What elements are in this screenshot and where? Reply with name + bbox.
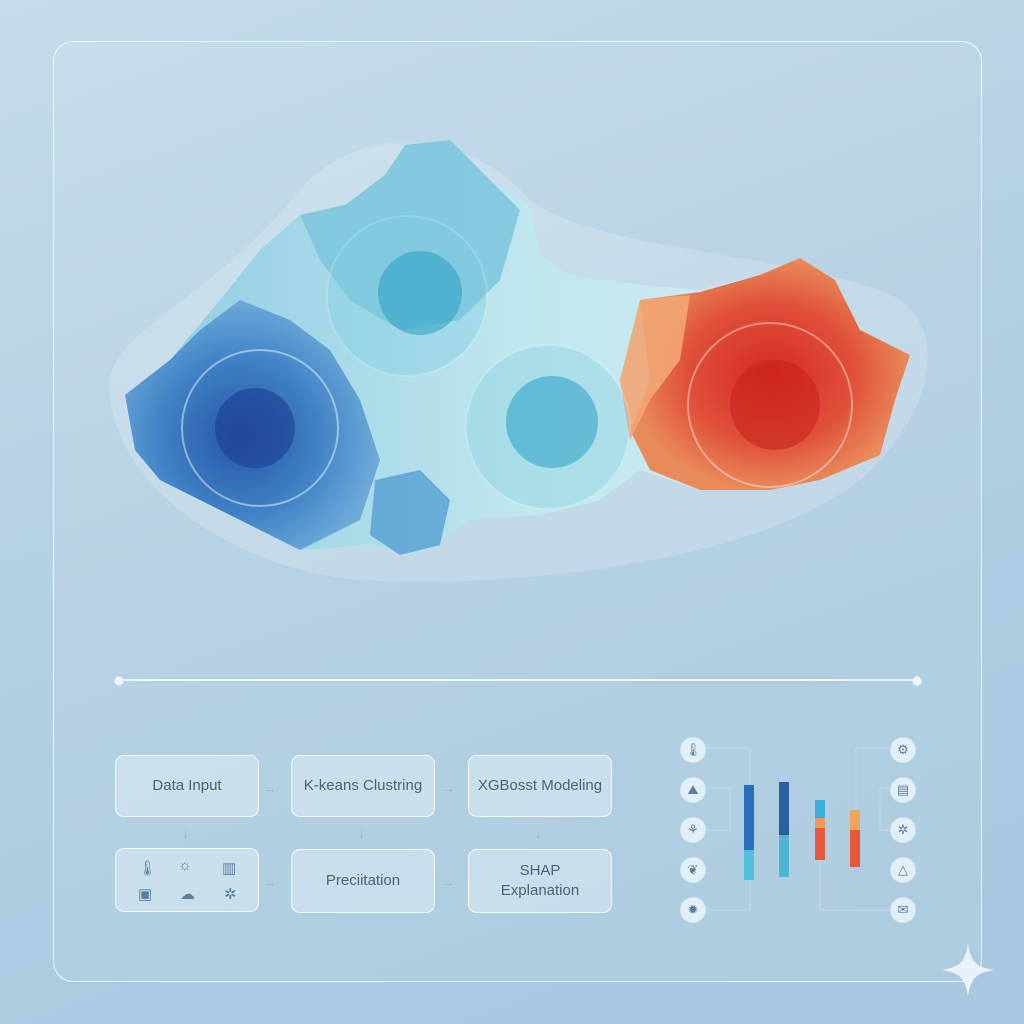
document-icon: ▤ — [890, 777, 916, 803]
data-input-box: Data Input — [115, 755, 259, 817]
xgboost-label: XGBosst Modeling — [477, 777, 603, 794]
shap-bar-2 — [779, 782, 789, 877]
arrow-down-icon: ↓ — [535, 825, 542, 841]
landscape-icon: ⛰ — [680, 777, 706, 803]
map-icon: ▣ — [138, 886, 153, 903]
shap-bar-3 — [815, 800, 825, 860]
cluster-map — [125, 140, 910, 555]
shap-label-line2: Explanation — [500, 882, 580, 899]
arrow-down-icon: ↓ — [358, 825, 365, 841]
mail-icon: ✉ — [890, 897, 916, 923]
arrow-right-icon: → — [441, 780, 455, 796]
thermometer-icon: 🌡 — [680, 737, 706, 763]
thermometer-icon: 🌡 — [138, 860, 158, 877]
cluster-blue-ring — [181, 349, 339, 507]
arrow-right-icon: → — [263, 780, 277, 796]
leaf-icon: ❦ — [680, 857, 706, 883]
cluster-red-ring — [687, 322, 853, 488]
gear-icon: ✲ — [224, 886, 237, 903]
shap-label-line1: SHAP — [519, 862, 561, 879]
input-features-box: 🌡 ☼ ▥ ▣ ☁ ✲ — [115, 848, 259, 912]
xgboost-box: XGBosst Modeling — [468, 755, 612, 817]
prediction-box: Preciitation — [291, 849, 435, 913]
arrow-down-icon: ↓ — [182, 825, 189, 841]
sparkle-icon — [942, 944, 994, 996]
kmeans-box: K-keans Clustring — [291, 755, 435, 817]
arrow-right-icon: → — [441, 874, 455, 890]
sun-icon: ☼ — [178, 857, 192, 874]
section-divider — [114, 676, 922, 686]
tent-icon: △ — [890, 857, 916, 883]
kmeans-label: K-keans Clustring — [303, 777, 423, 794]
prediction-label: Preciitation — [325, 872, 401, 889]
gear-icon: ⚙ — [890, 737, 916, 763]
plant-icon: ⚘ — [680, 817, 706, 843]
sun-gear-icon: ✹ — [680, 897, 706, 923]
cloud-icon: ☁ — [180, 886, 195, 903]
settings-icon: ✲ — [890, 817, 916, 843]
shap-box: SHAP Explanation — [468, 849, 612, 913]
arrow-right-icon: → — [263, 874, 277, 890]
shap-bar-1 — [744, 785, 754, 880]
shap-feature-chart — [706, 747, 890, 911]
bar-chart-icon: ▥ — [222, 860, 237, 877]
data-input-label: Data Input — [152, 777, 222, 794]
shap-bar-4 — [850, 810, 860, 867]
